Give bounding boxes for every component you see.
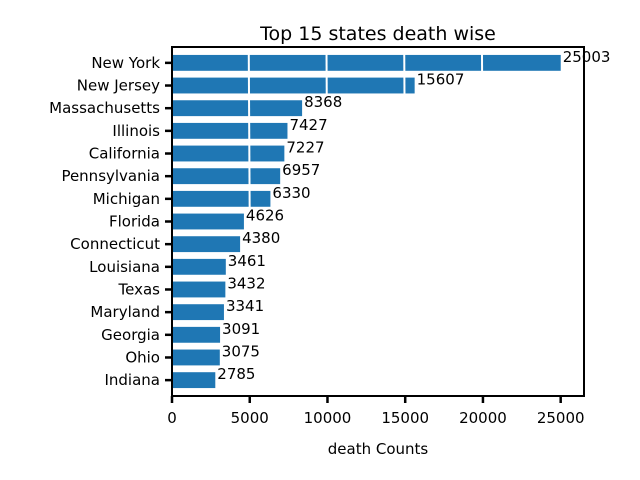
bar-connecticut <box>172 236 241 253</box>
bar-indiana <box>172 372 216 389</box>
bar-maryland <box>172 304 224 321</box>
data-label-texas: 3432 <box>227 274 265 292</box>
bar-ohio <box>172 349 220 366</box>
x-tick-label-25000: 25000 <box>537 409 585 427</box>
x-tick-label-0: 0 <box>167 409 177 427</box>
bar-texas <box>172 281 226 298</box>
y-tick-label-ohio: Ohio <box>125 348 160 366</box>
bar-gap-line <box>480 46 485 397</box>
data-label-new-jersey: 15607 <box>417 71 465 89</box>
bar-gap-line <box>247 46 252 397</box>
data-label-michigan: 6330 <box>272 184 310 202</box>
data-label-indiana: 2785 <box>217 365 255 383</box>
y-tick-label-indiana: Indiana <box>104 371 160 389</box>
y-tick-label-georgia: Georgia <box>101 326 160 344</box>
data-label-georgia: 3091 <box>222 320 260 338</box>
data-label-maryland: 3341 <box>226 297 264 315</box>
bar-illinois <box>172 122 288 139</box>
bar-georgia <box>172 326 221 343</box>
y-tick-label-louisiana: Louisiana <box>89 258 160 276</box>
data-label-new-york: 25003 <box>563 48 611 66</box>
y-tick-labels: New York New Jersey Massachusetts Illinois C… <box>49 54 160 389</box>
x-tick-label-20000: 20000 <box>459 409 507 427</box>
axes <box>165 46 585 403</box>
bar-new-york <box>172 54 561 71</box>
bars <box>172 46 561 397</box>
bar-michigan <box>172 190 271 207</box>
y-tick-label-pennsylvania: Pennsylvania <box>61 167 160 185</box>
y-tick-label-florida: Florida <box>109 213 160 231</box>
x-tick-label-10000: 10000 <box>304 409 352 427</box>
data-label-illinois: 7427 <box>289 116 327 134</box>
x-axis-label: death Counts <box>328 440 429 458</box>
x-tick-label-5000: 5000 <box>231 409 269 427</box>
x-tick-labels: 0 5000 10000 15000 20000 25000 <box>167 409 584 427</box>
data-label-connecticut: 4380 <box>242 229 280 247</box>
data-label-pennsylvania: 6957 <box>282 161 320 179</box>
plot-frame <box>171 46 585 397</box>
y-tick-label-new-jersey: New Jersey <box>77 77 160 95</box>
bar-louisiana <box>172 258 226 275</box>
data-label-california: 7227 <box>286 139 324 157</box>
y-tick-label-illinois: Illinois <box>112 122 160 140</box>
data-label-florida: 4626 <box>246 207 284 225</box>
y-tick-label-massachusetts: Massachusetts <box>49 99 160 117</box>
data-label-louisiana: 3461 <box>228 252 266 270</box>
bar-gap-line <box>325 46 330 397</box>
y-tick-label-new-york: New York <box>91 54 160 72</box>
bar-california <box>172 145 285 162</box>
y-tick-label-michigan: Michigan <box>93 190 160 208</box>
chart-title: Top 15 states death wise <box>259 23 496 45</box>
bar-pennsylvania <box>172 168 281 185</box>
x-tick-label-15000: 15000 <box>381 409 429 427</box>
y-tick-label-texas: Texas <box>118 280 161 298</box>
y-tick-label-maryland: Maryland <box>90 303 160 321</box>
data-labels: 25003 15607 8368 7427 7227 6957 6330 4626 4380 34… <box>217 48 610 383</box>
y-tick-label-connecticut: Connecticut <box>70 235 160 253</box>
bar-gap-line <box>403 46 408 397</box>
data-label-massachusetts: 8368 <box>304 93 342 111</box>
bar-new-jersey <box>172 77 415 94</box>
bar-florida <box>172 213 244 230</box>
data-label-ohio: 3075 <box>222 342 260 360</box>
y-tick-label-california: California <box>89 145 160 163</box>
bar-massachusetts <box>172 100 303 117</box>
